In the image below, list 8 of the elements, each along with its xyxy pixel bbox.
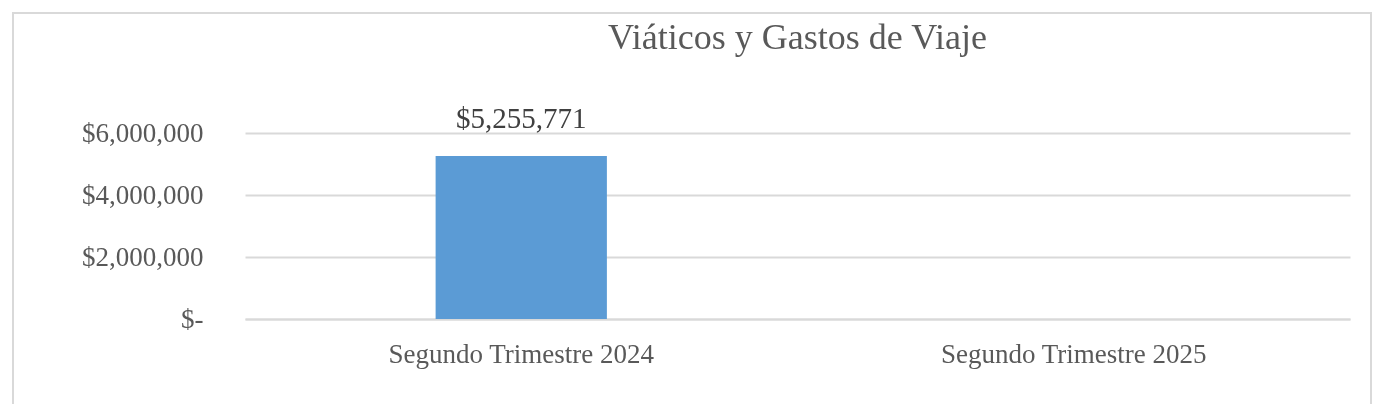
y-tick-label: $6,000,000: [82, 117, 204, 148]
y-tick-label: $2,000,000: [82, 241, 204, 272]
x-tick-label: Segundo Trimestre 2025: [940, 338, 1207, 369]
x-tick-label: Segundo Trimestre 2024: [388, 338, 655, 369]
y-tick-label: $4,000,000: [82, 179, 204, 210]
y-tick-label: $-: [181, 303, 204, 334]
data-label: $5,255,771: [456, 102, 587, 135]
chart-title: Viáticos y Gastos de Viaje: [608, 17, 987, 58]
